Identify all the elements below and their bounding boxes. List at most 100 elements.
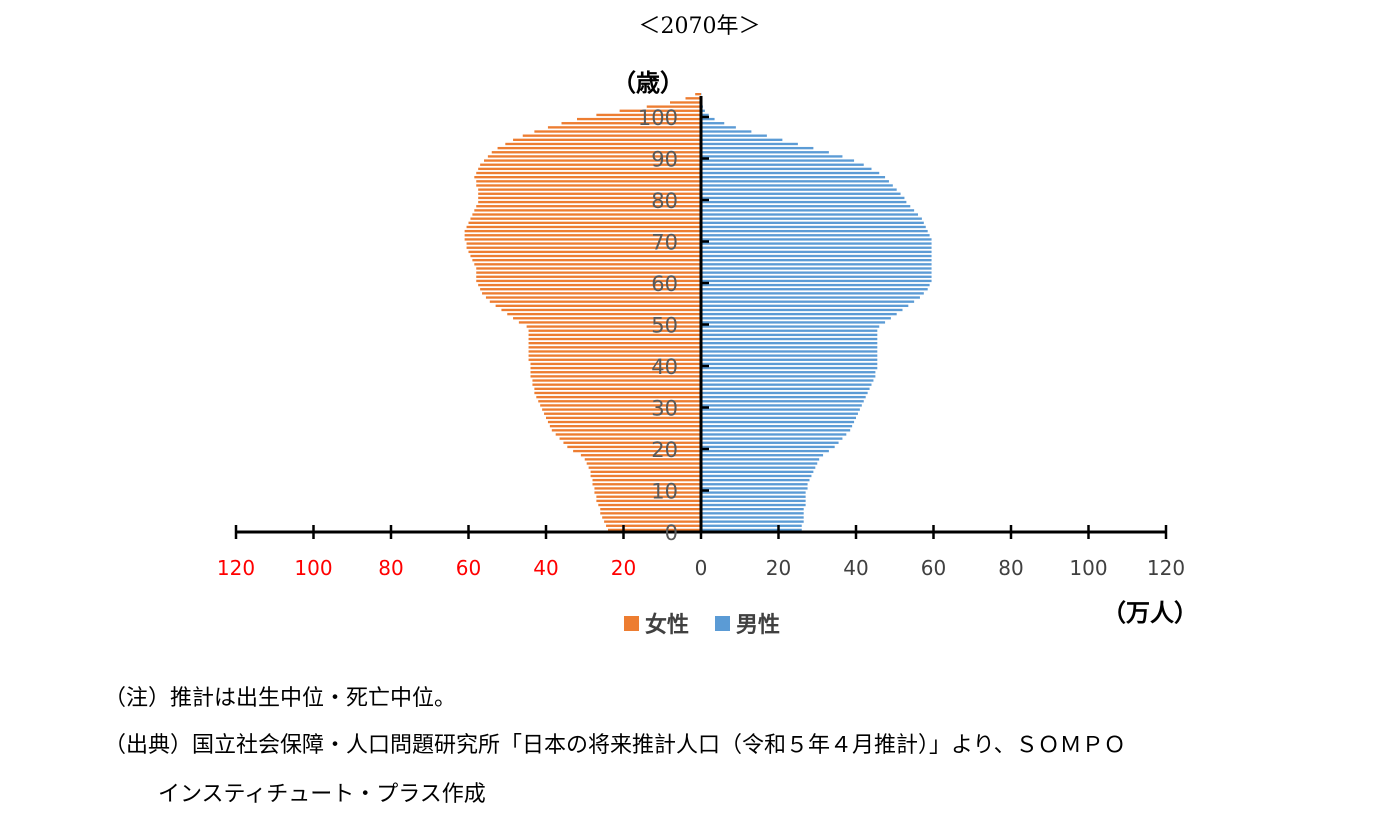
bar-male [701,333,878,337]
bar-female [528,358,701,361]
bar-female [530,371,701,374]
bar-male [701,524,802,527]
bar-female [594,491,701,494]
x-tick-label: 100 [1069,556,1107,580]
bar-male [701,350,878,353]
bar-male [701,225,926,229]
bar-female [594,487,701,490]
y-tick-label: 50 [651,314,678,338]
bar-female [513,317,701,320]
bar-female [491,151,701,154]
bar-female [528,329,701,332]
bar-female [528,346,701,349]
bar-female [532,383,701,386]
y-tick-label: 30 [651,397,678,421]
bar-female [590,474,701,478]
bar-female [598,503,701,507]
bar-male [701,254,932,258]
bar-female [526,325,701,328]
bar-male [701,138,783,141]
bar-female [495,304,701,307]
bar-female [588,466,701,469]
bar-male [701,346,878,349]
bar-male [701,117,715,121]
bar-male [701,130,752,133]
bar-male [701,292,924,295]
bar-male [701,416,856,420]
bar-female [476,271,701,274]
bar-male [701,425,853,428]
bar-female [685,97,701,100]
bar-female [476,205,701,208]
bar-female [528,337,701,341]
x-tick-label: 0 [695,556,708,580]
bar-male [701,491,806,494]
bar-female [600,508,701,511]
y-tick-label: 10 [651,480,678,504]
bar-male [701,520,804,523]
note-line-3: インスティチュート・プラス作成 [158,782,486,807]
bar-female [466,225,701,229]
bar-male [701,250,932,254]
x-tick-label: 40 [843,556,868,580]
bar-female [555,433,701,436]
bar-male [701,366,878,370]
bar-female [567,445,701,449]
bar-male [701,454,824,457]
bar-female [476,184,701,187]
bar-female [646,105,701,108]
bar-female [470,254,701,258]
bar-female [468,221,701,224]
bar-female [478,283,701,287]
bar-female [590,470,701,473]
y-tick-label: 60 [651,272,678,296]
bar-male [701,312,897,316]
x-tick-label: 80 [998,556,1023,580]
bar-female [536,395,701,399]
bar-female [476,267,701,270]
bar-male [701,375,876,378]
bar-male [701,151,829,154]
bar-male [701,180,889,183]
bar-female [464,238,701,241]
bar-male [701,508,804,511]
legend: 女性 男性 [624,612,780,638]
bar-female [497,146,701,150]
bar-female [478,200,701,204]
bar-male [701,109,705,112]
bar-female [480,163,701,166]
bar-female [563,441,701,444]
bar-male [701,483,808,486]
bar-female [480,288,701,291]
bar-male [701,300,915,303]
bar-male [701,495,806,498]
bar-female [470,217,701,220]
bar-female [534,130,701,133]
bar-female [596,495,701,498]
bar-female [538,400,701,403]
bar-male [701,221,924,224]
bar-male [701,146,814,150]
legend-label-female: 女性 [645,612,689,638]
bar-male [701,213,918,216]
bar-female [468,250,701,254]
bar-female [482,292,701,295]
bar-female [478,167,701,171]
y-axis-unit-label: （歳） [612,69,684,97]
bar-male [701,171,880,175]
bar-male [701,321,886,324]
bar-female [549,425,701,428]
y-tick-label: 90 [651,148,678,172]
bar-female [513,138,701,141]
bar-female [596,499,701,503]
bar-male [701,466,816,469]
bar-female [518,321,701,324]
bar-female [596,113,701,117]
bar-male [701,400,864,403]
bar-female [528,354,701,357]
bar-female [474,176,701,179]
bar-female [670,101,701,104]
bar-female [476,279,701,283]
bar-female [577,117,701,121]
bar-female [522,134,701,137]
